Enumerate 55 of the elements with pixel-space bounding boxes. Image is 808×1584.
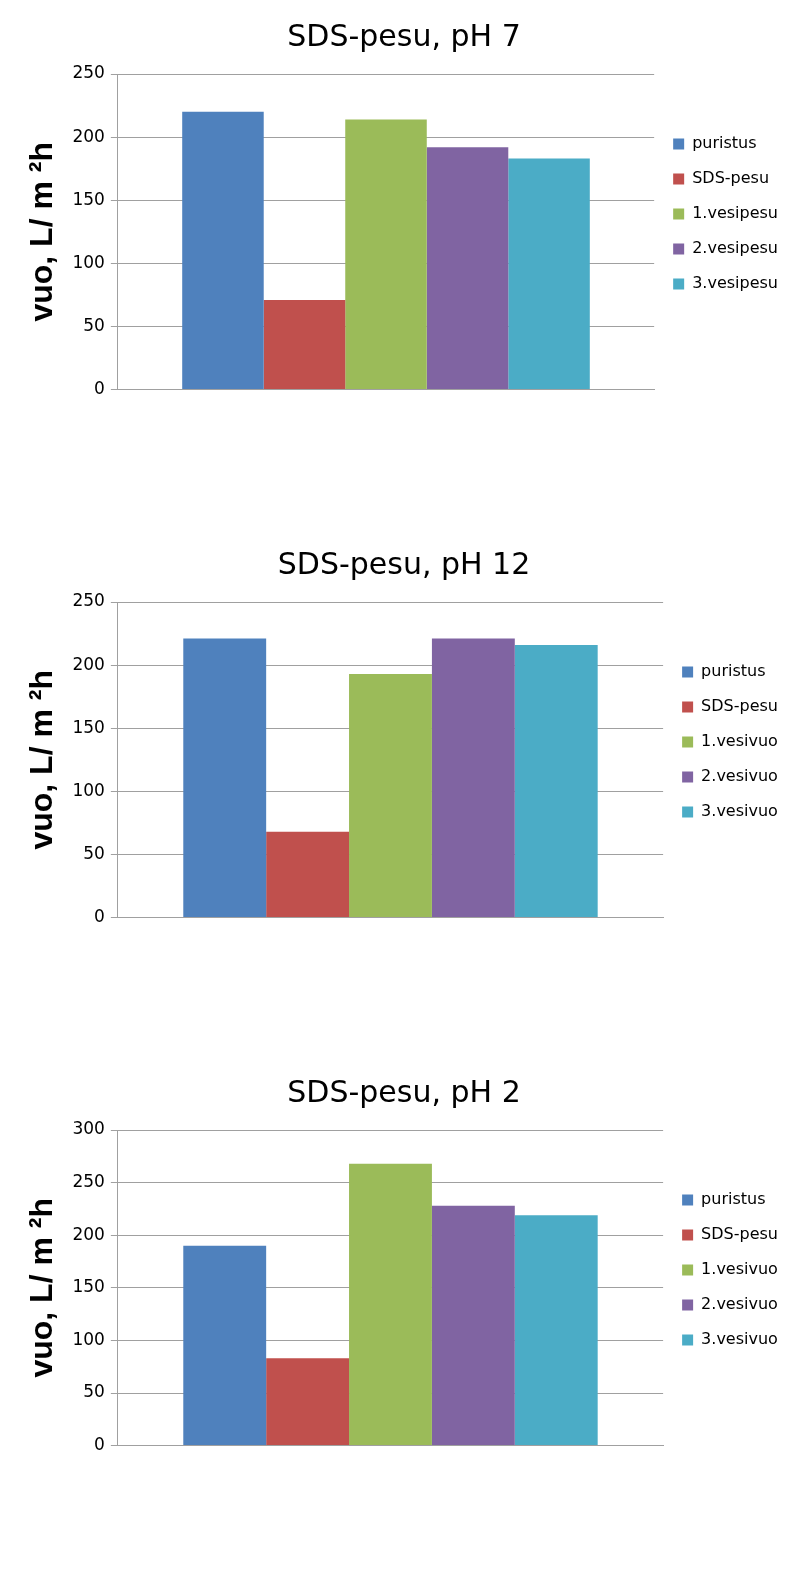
legend-label: SDS-pesu <box>692 168 770 188</box>
legend-label: 2.vesivuo <box>701 1294 778 1314</box>
legend-label: SDS-pesu <box>701 696 779 716</box>
bar <box>349 673 432 918</box>
legend-label: 3.vesivuo <box>701 1329 778 1349</box>
y-tick-label: 0 <box>94 378 105 399</box>
bar <box>514 1215 598 1446</box>
legend-label: 3.vesipesu <box>692 273 779 293</box>
y-tick-label: 150 <box>72 716 105 737</box>
y-tick-label: 100 <box>72 1328 105 1349</box>
y-axis-title: vuo, L/ m ²h <box>23 1198 60 1378</box>
legend-label: 3.vesivuo <box>701 801 778 821</box>
y-tick-label: 250 <box>72 62 105 83</box>
y-tick-label: 150 <box>72 188 105 209</box>
bar <box>431 1205 515 1446</box>
legend-label: 2.vesivuo <box>701 766 778 786</box>
bar <box>182 111 264 390</box>
y-tick-label: 200 <box>72 653 105 674</box>
bar <box>263 299 346 390</box>
y-tick-label: 100 <box>72 251 105 272</box>
y-tick-label: 250 <box>72 590 105 611</box>
y-tick-label: 100 <box>72 779 105 800</box>
y-tick-label: 200 <box>72 125 105 146</box>
bar <box>266 831 350 918</box>
bar <box>508 158 590 390</box>
y-tick-label: 50 <box>83 314 105 335</box>
bar <box>183 1245 267 1446</box>
legend-label: puristus <box>692 133 757 153</box>
chart-title: SDS-pesu, pH 2 <box>287 1073 521 1109</box>
chart-title: SDS-pesu, pH 7 <box>287 17 521 53</box>
y-tick-label: 50 <box>83 1381 105 1402</box>
legend-label: 1.vesipesu <box>692 203 779 223</box>
y-tick-label: 150 <box>72 1276 105 1297</box>
y-tick-label: 50 <box>83 842 105 863</box>
bar <box>266 1358 350 1446</box>
legend-label: 2.vesipesu <box>692 238 779 258</box>
y-tick-label: 0 <box>94 906 105 927</box>
bar <box>345 119 427 390</box>
y-axis-title: vuo, L/ m ²h <box>23 670 60 850</box>
y-tick-label: 200 <box>72 1223 105 1244</box>
bar <box>514 644 598 918</box>
legend-label: puristus <box>701 661 766 681</box>
legend-label: 1.vesivuo <box>701 1259 778 1279</box>
legend-label: 1.vesivuo <box>701 731 778 751</box>
bar <box>349 1163 432 1446</box>
legend-label: SDS-pesu <box>701 1224 779 1244</box>
y-tick-label: 250 <box>72 1171 105 1192</box>
bar <box>183 638 267 918</box>
chart-title: SDS-pesu, pH 12 <box>277 545 531 581</box>
y-axis-title: vuo, L/ m ²h <box>23 142 60 322</box>
bar <box>431 638 515 918</box>
y-tick-label: 300 <box>72 1118 105 1139</box>
legend-label: puristus <box>701 1189 766 1209</box>
y-tick-label: 0 <box>94 1434 105 1455</box>
bar <box>426 147 509 390</box>
